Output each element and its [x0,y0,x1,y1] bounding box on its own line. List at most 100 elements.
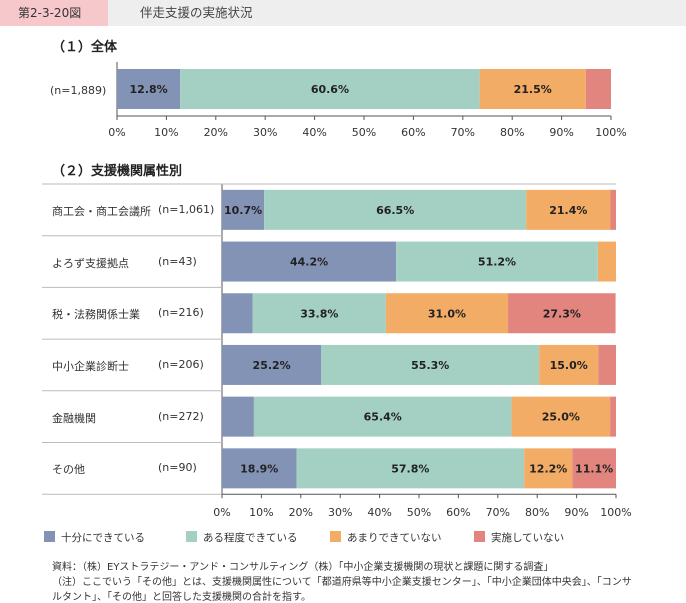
bar-segment [585,69,611,109]
bar-value-label: 65.4% [364,411,402,424]
figure-number: 第2-3-20図 [0,0,108,26]
bar-segment [222,344,322,385]
bar-segment [508,293,616,334]
bar-value-label: 57.8% [391,462,429,475]
source-note: 資料：（株）EYストラテジー・アンド・コンサルティング（株）「中小企業支援機関の… [52,562,554,573]
bar-segment [526,189,611,230]
bar-segment [180,69,480,109]
bar-value-label: 21.5% [514,83,552,96]
bar-segment [598,344,616,385]
x-tick-label: 60% [401,126,425,139]
x-tick-label: 10% [249,506,273,519]
bar-segment [396,241,598,282]
bar-segment [597,241,616,282]
bar-value-label: 60.6% [311,83,349,96]
bar-value-label: 11.1% [575,462,613,475]
bar-value-label: 12.2% [529,462,567,475]
x-tick-label: 100% [595,126,626,139]
x-tick-label: 30% [253,126,277,139]
bar-segment [524,448,573,489]
bar-segment [385,293,509,334]
bar-segment [252,293,386,334]
bar-segment [610,396,616,437]
bar-segment [222,396,254,437]
category-label: その他 [52,463,85,477]
category-n-label: (n=43) [158,254,197,268]
legend-item: 実施していない [474,530,564,545]
x-tick-label: 70% [486,506,510,519]
section-title-by-type: （２）支援機関属性別 [52,164,183,179]
legend-item: 十分にできている [44,530,145,545]
x-tick-label: 80% [525,506,549,519]
legend-label: ある程度できている [203,532,298,544]
bar-segment [222,241,397,282]
bar-value-label: 33.8% [300,307,338,320]
category-n-label: (n=206) [158,357,204,371]
category-label: 商工会・商工会議所 [52,204,151,218]
bar-value-label: 21.4% [549,204,587,217]
category-label: 税・法務関係士業 [52,308,140,322]
legend-swatch [44,531,55,542]
legend-item: ある程度できている [186,530,298,545]
category-n-label: (n=272) [158,409,204,423]
by-type-stacked-bar-chart: 0% 10% 20% 30% 40% 50% 60% 70% 80% 90% 100% 10.7% 66… [42,183,632,519]
bar-value-label: 18.9% [240,462,278,475]
x-tick-label: 30% [328,506,352,519]
section-title-overall: （１）全体 [52,40,118,55]
bar-segment [253,396,512,437]
x-tick-label: 60% [446,506,470,519]
figure-title: 伴走支援の実施状況 [140,5,253,20]
overall-stacked-bar-chart: 0% 10% 20% 30% 40% 50% 60% 70% 80% 90% 100% 12.8% 60… [108,62,627,139]
bar-segment [222,293,253,334]
bar-segment [572,448,616,489]
x-tick-label: 10% [154,126,178,139]
x-tick-label: 90% [564,506,588,519]
overall-n-label: (n=1,889) [50,84,107,97]
bar-segment [117,69,181,109]
footnote-1: （注）ここでいう「その他」とは、支援機関属性について「都道府県等中小企業支援セン… [52,577,632,588]
bar-value-label: 25.2% [253,359,291,372]
bar-segment [321,344,540,385]
bar-segment [539,344,599,385]
category-n-label: (n=90) [158,461,197,475]
legend-label: 実施していない [491,532,565,544]
bar-value-label: 44.2% [290,256,328,269]
x-tick-label: 20% [204,126,228,139]
x-tick-label: 90% [549,126,573,139]
x-tick-label: 100% [600,506,631,519]
bar-segment [610,189,616,230]
x-tick-label: 40% [367,506,391,519]
bar-value-label: 27.3% [543,307,581,320]
x-tick-label: 50% [407,506,431,519]
bar-segment [264,189,527,230]
bar-value-label: 25.0% [542,411,580,424]
legend-label: 十分にできている [61,532,145,544]
bar-value-label: 51.2% [478,256,516,269]
category-n-label: (n=216) [158,306,204,320]
category-n-label: (n=1,061) [158,202,215,216]
x-tick-label: 40% [302,126,326,139]
legend-swatch [330,531,341,542]
x-tick-label: 70% [451,126,475,139]
figure-header: 第2-3-20図 伴走支援の実施状況 [0,0,686,26]
x-tick-label: 50% [352,126,376,139]
bar-segment [479,69,586,109]
legend-item: あまりできていない [330,530,442,545]
x-tick-label: 0% [108,126,125,139]
bar-segment [222,189,265,230]
category-label: よろず支援拠点 [52,256,129,270]
bar-value-label: 55.3% [411,359,449,372]
legend-label: あまりできていない [347,532,442,544]
legend-swatch [186,531,197,542]
bar-value-label: 10.7% [224,204,262,217]
category-label: 金融機関 [52,411,96,425]
bar-value-label: 15.0% [550,359,588,372]
legend-swatch [474,531,485,542]
bar-value-label: 66.5% [376,204,414,217]
bar-segment [296,448,525,489]
bar-value-label: 31.0% [428,307,466,320]
bar-value-label: 12.8% [130,83,168,96]
x-tick-label: 80% [500,126,524,139]
category-label: 中小企業診断士 [52,359,129,373]
bar-segment [222,448,297,489]
